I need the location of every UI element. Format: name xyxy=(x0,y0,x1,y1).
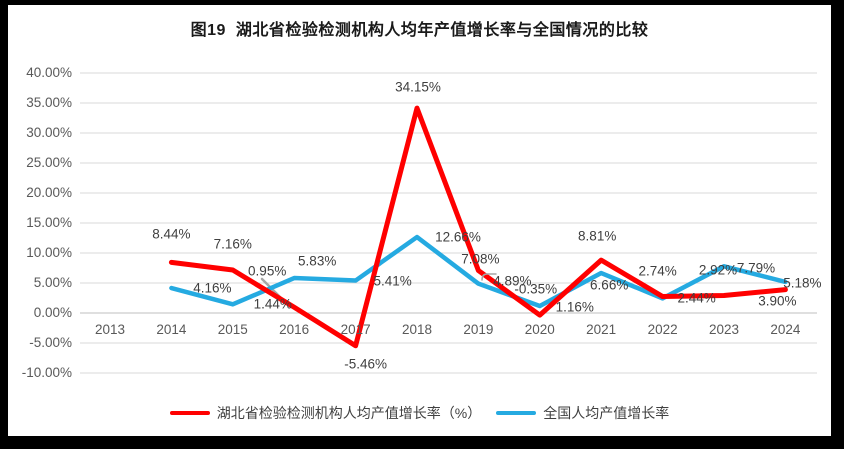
y-tick-label: 30.00% xyxy=(26,125,72,140)
y-tick-label: 40.00% xyxy=(26,65,72,80)
legend-item-national: 全国人均产值增长率 xyxy=(496,403,669,423)
data-label-national-2014: 4.16% xyxy=(193,280,232,296)
chart-title: 图19 湖北省检验检测机构人均年产值增长率与全国情况的比较 xyxy=(190,22,649,39)
y-tick-label: 25.00% xyxy=(26,155,72,170)
data-label-national-2024: 5.18% xyxy=(783,275,822,291)
x-tick-label: 2020 xyxy=(524,322,555,337)
y-tick-label: 0.00% xyxy=(33,305,72,320)
legend-item-hubei: 湖北省检验检测机构人均产值增长率（%） xyxy=(169,403,482,423)
data-label-hubei-2017: -5.46% xyxy=(344,356,387,372)
y-tick-label: -10.00% xyxy=(21,365,72,380)
data-label-hubei-2016: 0.95% xyxy=(248,263,287,279)
data-label-national-2022: 2.44% xyxy=(677,290,716,306)
data-label-hubei-2023: 2.92% xyxy=(698,262,738,278)
data-label-national-2023: 7.79% xyxy=(736,260,776,276)
data-label-hubei-2014: 8.44% xyxy=(152,226,191,242)
y-tick-label: 10.00% xyxy=(26,245,72,260)
data-label-hubei-2020: -0.35% xyxy=(514,281,558,297)
x-tick-label: 2016 xyxy=(279,322,310,337)
y-tick-label: 5.00% xyxy=(33,275,72,290)
x-tick-label: 2024 xyxy=(770,322,801,337)
y-tick-label: 20.00% xyxy=(26,185,72,200)
y-tick-label: 35.00% xyxy=(26,95,72,110)
data-label-national-2019: 4.89% xyxy=(493,273,532,289)
data-label-national-2020: 1.16% xyxy=(555,299,594,315)
legend-swatch-hubei-line xyxy=(169,410,210,416)
x-tick-label: 2022 xyxy=(647,322,678,337)
legend: 湖北省检验检测机构人均产值增长率（%） 全国人均产值增长率 xyxy=(8,403,831,423)
legend-swatch-national-line xyxy=(496,410,537,416)
x-tick-label: 2018 xyxy=(401,322,433,337)
data-label-national-2017: 5.41% xyxy=(373,273,412,289)
x-tick-label: 2021 xyxy=(586,322,617,337)
x-tick-label: 2023 xyxy=(708,322,740,337)
y-tick-label: -5.00% xyxy=(29,335,72,350)
data-label-national-2021: 6.66% xyxy=(590,277,629,293)
data-label-hubei-2022: 2.74% xyxy=(638,263,677,279)
data-label-hubei-2015: 7.16% xyxy=(213,236,252,252)
data-label-national-2018: 12.66% xyxy=(435,229,481,245)
y-tick-label: 15.00% xyxy=(26,215,72,230)
chart-canvas xyxy=(8,5,831,436)
data-label-hubei-2021: 8.81% xyxy=(578,228,617,244)
data-label-national-2015: 1.44% xyxy=(253,296,292,312)
legend-label-hubei: 湖北省检验检测机构人均产值增长率（%） xyxy=(216,405,482,421)
hubei-series-line xyxy=(168,105,788,349)
legend-label-national: 全国人均产值增长率 xyxy=(543,405,670,421)
data-label-hubei-2018: 34.15% xyxy=(395,79,441,95)
label-leader-elbow xyxy=(481,273,497,281)
x-tick-label: 2019 xyxy=(463,322,494,337)
x-tick-label: 2013 xyxy=(94,322,126,337)
national-series-line xyxy=(169,234,788,309)
data-label-hubei-2024: 3.90% xyxy=(758,293,797,309)
data-label-hubei-2019: 7.08% xyxy=(461,251,500,267)
x-tick-label: 2017 xyxy=(340,322,371,337)
x-tick-label: 2015 xyxy=(217,322,248,337)
x-tick-label: 2014 xyxy=(156,322,187,337)
data-label-national-2016: 5.83% xyxy=(298,253,337,269)
